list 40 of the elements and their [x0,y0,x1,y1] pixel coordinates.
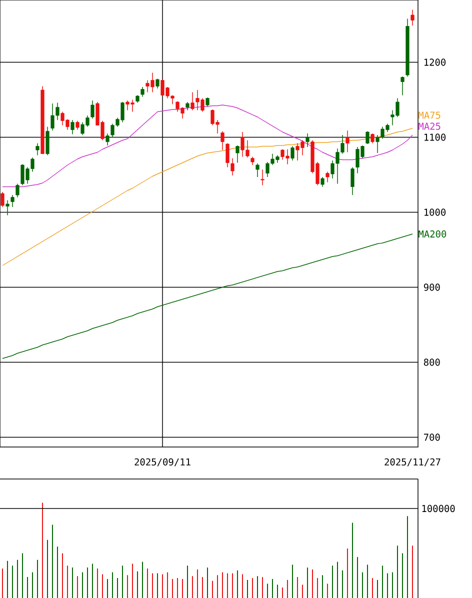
y-tick-label: 1000 [424,208,446,216]
y-tick-label: 900 [424,284,440,291]
candlestick [190,92,194,111]
candlestick [226,142,230,168]
candlestick [326,171,330,183]
candlestick [106,133,110,146]
candlestick [320,176,324,188]
candlestick [400,76,404,96]
candlestick [290,146,294,161]
y-tick-label: 700 [424,434,440,441]
y-tick-label: 800 [424,358,440,366]
candlestick [70,120,74,135]
series-label: MA75 [418,112,440,119]
candlestick [260,169,264,186]
x-tick-label: 2025/09/11 [134,458,190,466]
candlestick [220,130,224,150]
candlestick [156,78,160,89]
candlestick [10,194,14,208]
y-tick-label: 1200 [424,58,446,66]
candlestick [46,126,50,156]
series-label: MA200 [418,230,446,238]
candlestick [36,142,40,156]
x-tick-label: 2025/11/27 [384,458,440,466]
candlestick [370,133,374,144]
candlestick [230,158,234,176]
candlestick [346,130,350,153]
candlestick [90,100,94,119]
candlestick [6,200,10,216]
candlestick [410,9,414,26]
series-label: MA25 [418,122,440,130]
candlestick [256,163,260,178]
y-tick-label: 1100 [424,134,446,141]
candlestick [0,192,4,208]
text: 100000 [422,504,455,512]
candlestick [236,145,240,164]
candlestick [366,130,370,144]
candlestick [306,133,310,148]
candlestick [16,183,20,198]
candlestick [140,86,144,98]
candlestick [350,166,354,196]
